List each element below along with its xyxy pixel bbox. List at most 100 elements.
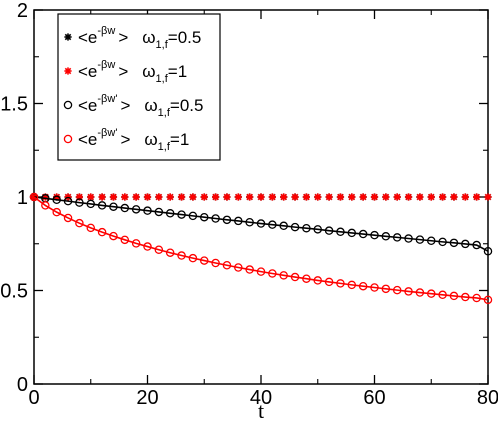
data-point <box>415 288 425 297</box>
data-point <box>426 289 436 298</box>
data-point <box>86 199 96 209</box>
data-point <box>302 193 310 201</box>
legend-label-part: ω <box>142 62 155 81</box>
data-point <box>120 235 130 245</box>
data-point <box>472 240 481 250</box>
data-point <box>63 196 73 206</box>
data-point <box>461 239 470 249</box>
data-point <box>484 193 492 201</box>
legend-label-part: 1,f <box>156 39 169 51</box>
data-point <box>143 242 152 251</box>
data-point <box>280 193 288 201</box>
data-point <box>154 207 164 217</box>
data-point <box>279 221 288 231</box>
star-stroke <box>337 193 344 201</box>
legend-box <box>57 13 221 161</box>
star-stroke <box>110 193 117 201</box>
data-point <box>325 193 333 201</box>
y-tick-label: 2 <box>17 0 28 22</box>
data-point <box>109 231 118 241</box>
data-point <box>165 248 175 257</box>
data-point <box>212 193 220 201</box>
star-stroke <box>144 193 151 201</box>
legend-label-part: ω <box>144 96 157 115</box>
data-point <box>461 292 470 302</box>
data-point <box>154 245 164 254</box>
data-point <box>211 258 220 268</box>
data-point <box>348 193 356 201</box>
data-point <box>347 280 357 290</box>
data-point <box>256 219 266 228</box>
data-point <box>336 193 345 201</box>
data-point <box>222 261 232 270</box>
legend-label-part: 1,f <box>158 107 171 119</box>
data-point <box>324 277 334 287</box>
data-point <box>359 193 367 201</box>
star-stroke <box>325 193 333 201</box>
data-point <box>234 193 242 201</box>
data-point <box>211 214 220 223</box>
data-point <box>324 226 334 235</box>
data-point <box>291 193 299 201</box>
data-point <box>404 193 413 201</box>
data-point <box>302 223 311 233</box>
x-tick-label: 80 <box>477 387 498 409</box>
data-point <box>155 193 163 201</box>
legend-label-part: ω <box>144 130 157 149</box>
star-stroke <box>291 193 299 201</box>
legend-entry-2: <e-βw > ω1,f=1 <box>64 59 187 85</box>
data-point <box>268 269 277 278</box>
star-stroke <box>155 193 163 201</box>
legend-label-part: > <box>118 28 128 47</box>
data-point <box>313 225 322 234</box>
star-stroke <box>462 193 469 201</box>
star-stroke <box>178 193 185 201</box>
legend-marker <box>64 67 72 75</box>
data-point <box>234 216 243 226</box>
star-stroke <box>405 193 412 201</box>
x-tick-label: 0 <box>28 387 39 409</box>
legend-entry-1: <e-βw > ω1,f=0.5 <box>64 25 201 51</box>
data-point <box>222 215 232 225</box>
data-point <box>257 193 265 201</box>
data-point <box>75 198 84 207</box>
star-stroke <box>314 193 322 201</box>
star-stroke <box>166 193 174 201</box>
star-stroke <box>200 193 208 201</box>
star-stroke <box>382 193 390 201</box>
data-point <box>188 253 198 263</box>
data-point <box>336 227 345 237</box>
x-tick-label: 40 <box>250 387 272 409</box>
data-point <box>314 193 322 201</box>
data-point <box>404 287 413 296</box>
data-point <box>245 265 254 274</box>
data-point <box>143 206 152 215</box>
star-stroke <box>348 193 356 201</box>
legend-label-part: =0.5 <box>170 96 204 115</box>
star-stroke <box>473 193 480 201</box>
y-tick-label: 1 <box>17 187 28 209</box>
data-point <box>347 228 357 238</box>
star-stroke <box>189 193 197 201</box>
legend-marker <box>63 134 73 144</box>
star-stroke <box>359 193 367 201</box>
legend-label: <e-βw > ω1,f=1 <box>78 59 187 85</box>
data-point <box>461 193 469 201</box>
data-point <box>358 229 368 239</box>
data-point <box>177 193 186 201</box>
data-point <box>290 222 300 232</box>
data-point <box>245 217 254 227</box>
data-point <box>131 239 141 248</box>
x-axis-label: t <box>258 398 264 423</box>
data-point <box>358 281 368 291</box>
star-stroke <box>427 193 435 201</box>
data-point <box>268 193 276 201</box>
data-point <box>483 246 493 256</box>
y-tick-label: 0 <box>17 374 28 396</box>
legend-label-part: > <box>120 96 130 115</box>
legend-label-part: <e <box>78 28 97 47</box>
star-stroke <box>371 193 378 201</box>
legend: <e-βw > ω1,f=0.5<e-βw > ω1,f=1<e-βw' > ω1,f=0.… <box>57 13 221 161</box>
data-point <box>449 238 459 248</box>
